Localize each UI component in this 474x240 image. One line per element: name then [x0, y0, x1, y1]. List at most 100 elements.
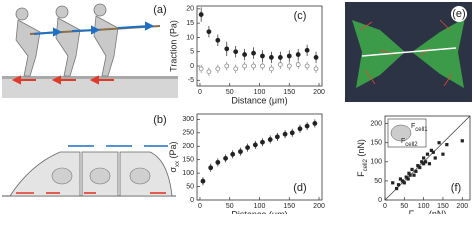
point [422, 162, 426, 166]
point [198, 66, 204, 72]
point [206, 29, 212, 35]
y-axis-label-unit: (nN) [356, 139, 366, 159]
point [198, 12, 204, 17]
point [407, 171, 411, 175]
x-tick-label: 200 [313, 203, 325, 210]
x-tick-label: 50 [226, 89, 234, 96]
point [404, 175, 408, 179]
point [274, 134, 280, 140]
foot-arrows [11, 75, 114, 85]
inset-cell [390, 124, 412, 142]
x-tick-label: 150 [283, 89, 295, 96]
x-tick-label: 100 [254, 203, 266, 210]
panel-e: (e) [345, 2, 472, 102]
y-axis-label: Fcell2 (nN) [356, 139, 368, 177]
point [429, 148, 433, 152]
point [313, 66, 319, 72]
point [230, 151, 236, 157]
y-axis-label: Traction (Pa) [168, 20, 178, 72]
point [269, 55, 274, 60]
point [242, 63, 248, 69]
point [282, 131, 288, 137]
point [412, 173, 416, 177]
point [400, 179, 404, 183]
y-tick-label: 100 [370, 159, 382, 166]
y-tick-label: 150 [182, 157, 194, 164]
point [252, 142, 258, 148]
point [245, 145, 250, 150]
x-tick-label: 0 [198, 203, 202, 210]
point [223, 155, 228, 161]
y-axis-label-symbol: σ [168, 167, 178, 173]
point [286, 63, 292, 69]
point [410, 167, 414, 172]
cell-right [412, 18, 465, 88]
panel-b: (b) [2, 114, 176, 197]
point [251, 63, 256, 69]
inset-label-subscript: cell1 [415, 127, 428, 133]
x-tick-label: 0 [198, 89, 202, 96]
point [200, 178, 206, 184]
point [251, 50, 256, 56]
y-tick-label: 10 [186, 34, 194, 41]
panel-label: (f) [451, 182, 461, 194]
panel-a: (a) [2, 3, 178, 98]
y-axis-label-symbol: F [356, 171, 366, 177]
y-tick-label: 250 [182, 130, 194, 137]
point [260, 53, 265, 59]
floor-edge [2, 76, 178, 79]
point [233, 49, 239, 55]
point [224, 63, 230, 69]
panel-label: (c) [294, 10, 307, 22]
point [267, 137, 273, 142]
point [224, 46, 230, 52]
inset-label: Fcell1 [411, 123, 428, 133]
y-axis-label-subscript: cell2 [363, 158, 369, 171]
x-axis-label: Fcell1 (nN) [409, 209, 447, 214]
point [206, 69, 212, 75]
point [277, 55, 283, 60]
y-tick-label: 20 [186, 6, 194, 13]
point [414, 169, 418, 173]
point [391, 181, 395, 185]
point [304, 47, 310, 53]
point [295, 52, 301, 57]
x-axis-label-symbol: F [409, 209, 415, 214]
point [297, 126, 303, 132]
point [260, 63, 265, 69]
y-axis-label: σxx (Pa) [168, 141, 180, 172]
inset-label-symbol: F [401, 138, 405, 145]
traction-vectors [359, 19, 453, 87]
point [418, 165, 422, 170]
point [460, 139, 464, 143]
x-tick-label: 50 [226, 203, 234, 210]
rope-arrows [33, 21, 155, 37]
y-tick-label: 0 [190, 63, 194, 70]
point [304, 63, 310, 69]
y-tick-label: 0 [378, 197, 382, 204]
point [420, 160, 424, 164]
y-tick-label: 100 [182, 170, 194, 177]
point [313, 55, 319, 60]
point [208, 165, 214, 171]
point [416, 164, 420, 168]
x-tick-label: 200 [313, 89, 325, 96]
point [437, 141, 441, 145]
figure: (a) (b) (e) 0 50 100 150 200 -5 0 5 10 15 20 Distan… [2, 2, 472, 214]
point [312, 121, 318, 126]
floor [2, 78, 178, 98]
y-tick-label: 150 [370, 140, 382, 147]
x-axis-label: Distance (μm) [231, 209, 287, 214]
point [422, 156, 426, 160]
y-tick-label: 50 [374, 178, 382, 185]
y-tick-label: 50 [186, 183, 194, 190]
x-axis-label-unit: (nN) [426, 209, 446, 214]
x-tick-label: 50 [400, 203, 408, 210]
point [406, 177, 410, 181]
inset-label-symbol: F [411, 123, 415, 130]
point [433, 156, 437, 160]
point [260, 139, 265, 145]
point [269, 66, 274, 72]
label-disc [451, 6, 467, 22]
y-axis-label-unit: (Pa) [168, 141, 178, 161]
